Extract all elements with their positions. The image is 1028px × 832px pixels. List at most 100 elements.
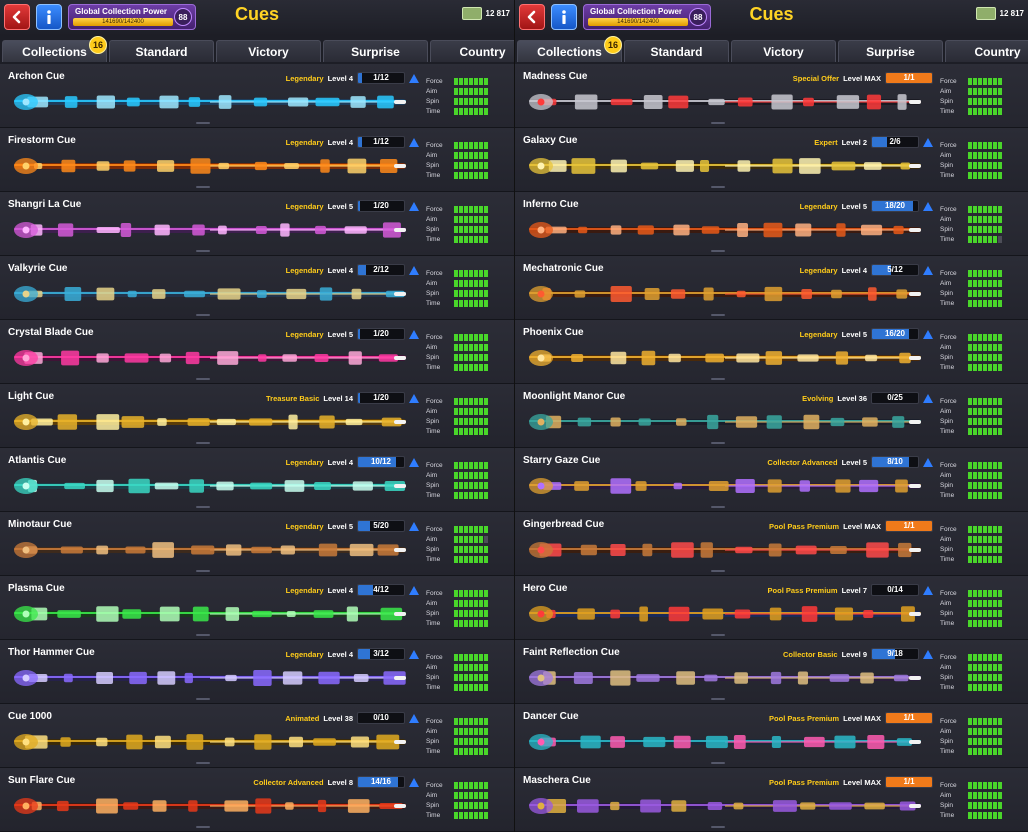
upgrade-arrow-icon[interactable] (409, 265, 419, 275)
stat-bar-segment (474, 653, 478, 661)
upgrade-arrow-icon[interactable] (409, 329, 419, 339)
stat-bar-segment (479, 417, 483, 425)
cue-row-maschera-cue[interactable]: Maschera Cue Pool Pass Premium Level MAX 1/… (515, 768, 1028, 832)
stat-bar-segment (978, 545, 982, 553)
upgrade-arrow-icon[interactable] (409, 73, 419, 83)
stat-bar-segment (978, 481, 982, 489)
tab-standard[interactable]: Standard (624, 40, 729, 62)
upgrade-arrow-icon[interactable] (923, 137, 933, 147)
stat-bar-segment (968, 107, 972, 115)
stat-bar-segment (469, 471, 473, 479)
cue-row-cue-1000[interactable]: Cue 1000 Animated Level 38 0/10 Force Aim Spin… (0, 704, 514, 768)
tab-standard[interactable]: Standard (109, 40, 214, 62)
stat-bar-segment (993, 609, 997, 617)
stat-bar-segment (993, 205, 997, 213)
upgrade-arrow-icon[interactable] (409, 777, 419, 787)
stat-bar-segment (973, 609, 977, 617)
cue-row-light-cue[interactable]: Light Cue Treasure Basic Level 14 1/20 Force… (0, 384, 514, 448)
upgrade-arrow-icon[interactable] (409, 137, 419, 147)
upgrade-arrow-icon[interactable] (409, 585, 419, 595)
cue-tier: Pool Pass Premium (769, 521, 840, 531)
cue-progress-text: 1/20 (373, 201, 389, 210)
stat-bar-segment (464, 791, 468, 799)
upgrade-arrow-icon[interactable] (409, 201, 419, 211)
tab-surprise[interactable]: Surprise (838, 40, 943, 62)
tab-victory[interactable]: Victory (731, 40, 836, 62)
upgrade-arrow-icon[interactable] (923, 457, 933, 467)
stat-bar-segment (968, 747, 972, 755)
upgrade-arrow-icon[interactable] (923, 393, 933, 403)
stat-bar-segment (484, 461, 488, 469)
stat-bar-segment (983, 353, 987, 361)
cue-row-dancer-cue[interactable]: Dancer Cue Pool Pass Premium Level MAX 1/1 F… (515, 704, 1028, 768)
cue-row-atlantis-cue[interactable]: Atlantis Cue Legendary Level 4 10/12 Force Ai… (0, 448, 514, 512)
cue-row-galaxy-cue[interactable]: Galaxy Cue Expert Level 2 2/6 Force Aim Spin Ti… (515, 128, 1028, 192)
tab-surprise[interactable]: Surprise (323, 40, 428, 62)
cue-row-faint-reflection-cue[interactable]: Faint Reflection Cue Collector Basic Level… (515, 640, 1028, 704)
upgrade-arrow-icon[interactable] (409, 393, 419, 403)
cue-row-archon-cue[interactable]: Archon Cue Legendary Level 4 1/12 Force Aim Sp… (0, 64, 514, 128)
upgrade-arrow-icon[interactable] (923, 265, 933, 275)
cue-row-shangri-la-cue[interactable]: Shangri La Cue Legendary Level 5 1/20 Force A… (0, 192, 514, 256)
cue-row-hero-cue[interactable]: Hero Cue Pool Pass Premium Level 7 0/14 Forc… (515, 576, 1028, 640)
stat-bar-segment (993, 525, 997, 533)
cue-row-starry-gaze-cue[interactable]: Starry Gaze Cue Collector Advanced Level 5… (515, 448, 1028, 512)
cue-row-gingerbread-cue[interactable]: Gingerbread Cue Pool Pass Premium Level MA… (515, 512, 1028, 576)
stat-bar-segment (464, 141, 468, 149)
upgrade-arrow-icon[interactable] (409, 649, 419, 659)
cue-level-info: Pool Pass Premium Level 7 0/14 (768, 584, 933, 596)
cue-row-phoenix-cue[interactable]: Phoenix Cue Legendary Level 5 16/20 Force Aim… (515, 320, 1028, 384)
stat-bar-segment (484, 279, 488, 287)
cue-row-crystal-blade-cue[interactable]: Crystal Blade Cue Legendary Level 5 1/20 For… (0, 320, 514, 384)
cue-row-valkyrie-cue[interactable]: Valkyrie Cue Legendary Level 4 2/12 Force Aim… (0, 256, 514, 320)
cue-divider-handle (711, 122, 725, 124)
stat-bar-segment (484, 87, 488, 95)
tab-country[interactable]: Country (945, 40, 1028, 62)
tab-collections[interactable]: Collections (2, 40, 107, 62)
stat-label: Spin (426, 353, 440, 361)
stat-bar-segment (973, 299, 977, 307)
cue-row-sun-flare-cue[interactable]: Sun Flare Cue Collector Advanced Level 8 14… (0, 768, 514, 832)
stat-spin: Spin (426, 416, 508, 426)
tab-country[interactable]: Country (430, 40, 514, 62)
cue-row-minotaur-cue[interactable]: Minotaur Cue Legendary Level 5 5/20 Force Aim… (0, 512, 514, 576)
stat-aim: Aim (426, 662, 508, 672)
info-button[interactable] (36, 4, 62, 30)
stat-bars (968, 545, 1002, 553)
cue-row-moonlight-manor-cue[interactable]: Moonlight Manor Cue Evolving Level 36 0/25 F… (515, 384, 1028, 448)
stat-bar-segment (998, 107, 1002, 115)
info-button[interactable] (551, 4, 577, 30)
stat-label: Spin (426, 737, 440, 745)
upgrade-arrow-icon[interactable] (923, 329, 933, 339)
upgrade-arrow-icon[interactable] (923, 585, 933, 595)
tab-collections[interactable]: Collections (517, 40, 622, 62)
upgrade-arrow-icon[interactable] (923, 201, 933, 211)
cash-balance[interactable]: 12 817 (975, 5, 1024, 21)
upgrade-arrow-icon[interactable] (409, 457, 419, 467)
global-collection-power[interactable]: Global Collection Power 141690/142400 88 (583, 4, 711, 30)
stat-bars (968, 333, 1002, 341)
stat-bar-segment (469, 653, 473, 661)
cue-divider-handle (196, 122, 210, 124)
stat-bar-segment (998, 811, 1002, 819)
upgrade-arrow-icon[interactable] (409, 713, 419, 723)
cue-row-mechatronic-cue[interactable]: Mechatronic Cue Legendary Level 4 5/12 Force… (515, 256, 1028, 320)
back-button[interactable] (519, 4, 545, 30)
global-collection-power[interactable]: Global Collection Power 141690/142400 88 (68, 4, 196, 30)
stat-bar-segment (968, 673, 972, 681)
cue-row-firestorm-cue[interactable]: Firestorm Cue Legendary Level 4 1/12 Force Ai… (0, 128, 514, 192)
upgrade-arrow-icon[interactable] (923, 649, 933, 659)
stat-bars (968, 353, 1002, 361)
tab-victory[interactable]: Victory (216, 40, 321, 62)
cue-row-madness-cue[interactable]: Madness Cue Special Offer Level MAX 1/1 Forc… (515, 64, 1028, 128)
stat-bar-segment (998, 609, 1002, 617)
back-button[interactable] (4, 4, 30, 30)
cue-progress-text: 1/1 (903, 521, 915, 530)
cue-row-inferno-cue[interactable]: Inferno Cue Legendary Level 5 18/20 Force Aim… (515, 192, 1028, 256)
upgrade-arrow-icon[interactable] (409, 521, 419, 531)
stat-label: Aim (426, 407, 438, 415)
stat-bar-segment (983, 673, 987, 681)
cue-row-plasma-cue[interactable]: Plasma Cue Legendary Level 4 4/12 Force Aim Sp… (0, 576, 514, 640)
cue-row-thor-hammer-cue[interactable]: Thor Hammer Cue Legendary Level 4 3/12 Force… (0, 640, 514, 704)
cash-balance[interactable]: 12 817 (461, 5, 510, 21)
